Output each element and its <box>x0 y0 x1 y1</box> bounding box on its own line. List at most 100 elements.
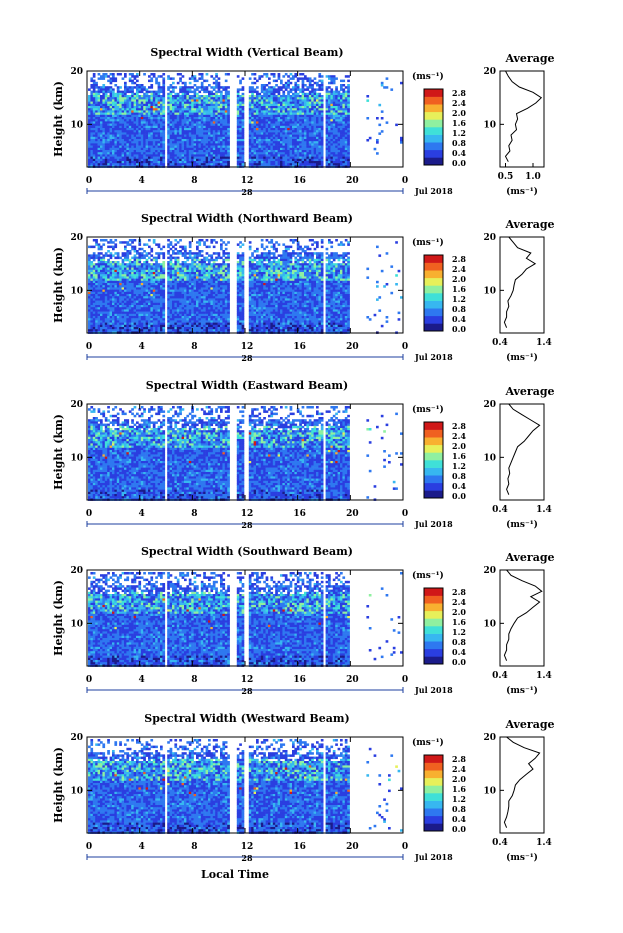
heatmap-cell <box>290 124 293 127</box>
heatmap-cell <box>191 104 194 107</box>
heatmap-cell <box>124 252 127 255</box>
heatmap-cell <box>143 110 146 113</box>
heatmap-cell <box>196 268 199 271</box>
heatmap-cell <box>98 108 101 111</box>
heatmap-cell <box>110 272 113 275</box>
heatmap-cell <box>184 121 187 124</box>
heatmap-cell <box>342 108 345 111</box>
heatmap-cell <box>369 137 372 140</box>
heatmap-cell <box>162 139 165 142</box>
heatmap-cell <box>270 115 273 118</box>
heatmap-cell <box>117 272 120 275</box>
heatmap-cell <box>304 126 307 129</box>
heatmap-cell <box>117 268 120 271</box>
heatmap-cell <box>275 130 278 133</box>
heatmap-cell <box>201 110 204 113</box>
heatmap-cell <box>134 117 137 120</box>
heatmap-cell <box>134 263 137 266</box>
heatmap-cell <box>333 124 336 127</box>
heatmap-cell <box>206 102 209 105</box>
heatmap-cell <box>198 99 201 102</box>
heatmap-cell <box>162 97 165 100</box>
heatmap-cell <box>136 154 139 157</box>
heatmap-cell <box>93 246 96 249</box>
heatmap-cell <box>347 150 350 153</box>
heatmap-cell <box>136 250 139 253</box>
heatmap-cell <box>136 115 139 118</box>
heatmap-cell <box>318 259 321 262</box>
heatmap-cell <box>119 159 122 162</box>
heatmap-cell <box>256 163 259 166</box>
heatmap-cell <box>287 82 290 85</box>
heatmap-cell <box>179 88 182 91</box>
heatmap-cell <box>285 97 288 100</box>
heatmap-cell <box>338 130 341 133</box>
heatmap-cell <box>258 119 261 122</box>
heatmap-cell <box>107 241 110 244</box>
heatmap-cell <box>222 159 225 162</box>
heatmap-cell <box>290 97 293 100</box>
heatmap-cell <box>304 113 307 116</box>
heatmap-cell <box>261 108 264 111</box>
heatmap-cell <box>294 135 297 138</box>
heatmap-cell <box>191 270 194 273</box>
heatmap-cell <box>184 97 187 100</box>
heatmap-cell <box>225 88 228 91</box>
heatmap-cell <box>136 163 139 166</box>
heatmap-cell <box>93 113 96 116</box>
heatmap-cell <box>150 128 153 131</box>
heatmap-cell <box>225 159 228 162</box>
heatmap-cell <box>114 132 117 135</box>
heatmap-cell <box>335 252 338 255</box>
heatmap-cell <box>285 146 288 149</box>
heatmap-cell <box>134 124 137 127</box>
heatmap-cell <box>309 117 312 120</box>
heatmap-cell <box>254 102 257 105</box>
heatmap-cell <box>194 139 197 142</box>
heatmap-cell <box>90 152 93 155</box>
heatmap-cell <box>268 270 271 273</box>
heatmap-cell <box>268 128 271 131</box>
heatmap-cell <box>270 88 273 91</box>
heatmap-cell <box>206 154 209 157</box>
heatmap-cell <box>261 95 264 98</box>
heatmap-cell <box>275 161 278 164</box>
heatmap-cell <box>328 132 331 135</box>
heatmap-cell <box>206 143 209 146</box>
heatmap-cell <box>107 91 110 94</box>
heatmap-cell <box>395 241 398 244</box>
heatmap-cell <box>314 150 317 153</box>
heatmap-cell <box>218 150 221 153</box>
heatmap-cell <box>345 152 348 155</box>
heatmap-cell <box>155 265 158 268</box>
heatmap-cell <box>170 99 173 102</box>
heatmap-cell <box>146 159 149 162</box>
heatmap-cell <box>218 124 221 127</box>
heatmap-cell <box>222 106 225 109</box>
heatmap-cell <box>98 268 101 271</box>
heatmap-cell <box>251 91 254 94</box>
heatmap-cell <box>191 124 194 127</box>
heatmap-cell <box>316 139 319 142</box>
heatmap-cell <box>143 152 146 155</box>
heatmap-cell <box>122 148 125 151</box>
heatmap-cell <box>263 88 266 91</box>
heatmap-cell <box>256 117 259 120</box>
heatmap-cell <box>290 135 293 138</box>
heatmap-cell <box>122 268 125 271</box>
heatmap-cell <box>275 250 278 253</box>
heatmap-cell <box>179 250 182 253</box>
heatmap-cell <box>131 257 134 260</box>
heatmap-cell <box>314 88 317 91</box>
heatmap-cell <box>172 137 175 140</box>
heatmap-cell <box>342 139 345 142</box>
heatmap-cell <box>174 152 177 155</box>
heatmap-cell <box>174 268 177 271</box>
heatmap-cell <box>292 108 295 111</box>
heatmap-cell <box>158 86 161 89</box>
heatmap-cell <box>134 261 137 264</box>
heatmap-cell <box>340 263 343 266</box>
heatmap-cell <box>268 163 271 166</box>
heatmap-cell <box>160 163 163 166</box>
heatmap-cell <box>100 108 103 111</box>
